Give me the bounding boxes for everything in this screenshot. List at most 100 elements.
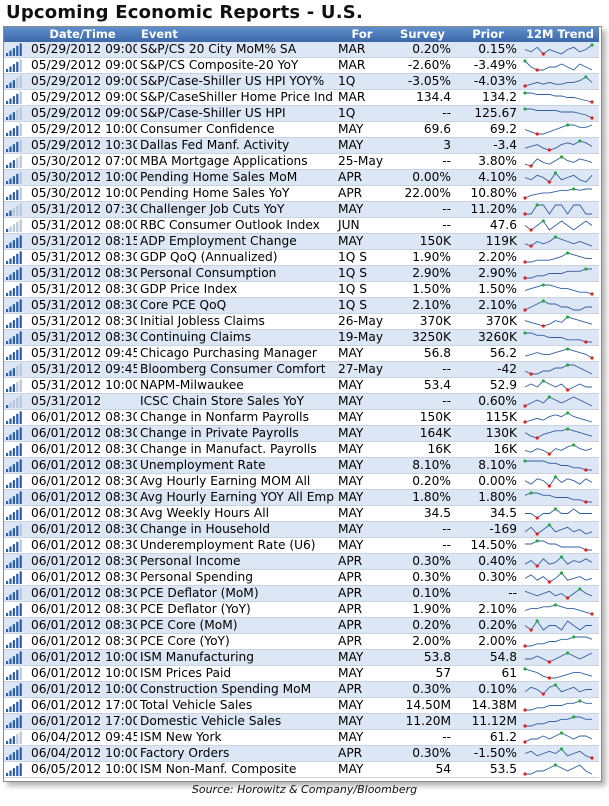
- table-row[interactable]: 05/31/2012 08:30 Continuing Claims 19-May 3…: [4, 329, 599, 346]
- cell-event: ISM Prices Paid: [137, 665, 334, 682]
- trend-low-marker: [541, 692, 545, 696]
- signal-bar: [12, 352, 15, 360]
- cell-datetime: 06/01/2012 08:30: [28, 633, 137, 650]
- table-row[interactable]: 05/29/2012 09:00 S&P/Case-Shiller US HPI …: [4, 73, 599, 90]
- table-row[interactable]: 05/31/2012 08:30 Personal Consumption 1Q S…: [4, 265, 599, 282]
- cell-event: Unemployment Rate: [137, 457, 334, 474]
- table-row[interactable]: 06/01/2012 08:30 PCE Deflator (MoM) APR 0.1…: [4, 585, 599, 602]
- cell-prior: 0.10%: [455, 681, 521, 698]
- table-row[interactable]: 06/01/2012 08:30 Avg Hourly Earning YOY A…: [4, 489, 599, 506]
- signal-bar: [16, 509, 19, 520]
- table-row[interactable]: 05/30/2012 10:00 Pending Home Sales MoM AP…: [4, 169, 599, 186]
- trend-high-marker: [566, 363, 570, 367]
- table-row[interactable]: 06/01/2012 08:30 Underemployment Rate (U6…: [4, 537, 599, 554]
- cell-datetime: 06/01/2012 17:00: [28, 697, 137, 714]
- table-row[interactable]: 06/01/2012 10:00 Construction Spending Mo…: [4, 681, 599, 698]
- trend-line: [525, 92, 593, 103]
- table-row[interactable]: 06/01/2012 10:00 ISM Manufacturing MAY 53.8…: [4, 649, 599, 666]
- signal-bar: [6, 117, 9, 120]
- table-row[interactable]: 06/01/2012 08:30 Change in Household MAY --…: [4, 521, 599, 538]
- cell-prior: -3.4: [455, 137, 521, 154]
- cell-survey: 22.00%: [390, 185, 455, 202]
- cell-prior: 54.8: [455, 649, 521, 666]
- signal-bars-icon: [6, 315, 22, 328]
- table-row[interactable]: 06/01/2012 08:30 Personal Spending APR 0.30…: [4, 569, 599, 586]
- page-title: Upcoming Economic Reports - U.S.: [6, 2, 363, 23]
- cell-datetime: 05/31/2012 08:30: [28, 297, 137, 314]
- signal-bar: [19, 475, 22, 488]
- cell-survey: --: [390, 153, 455, 170]
- table-row[interactable]: 05/31/2012 08:30 Initial Jobless Claims 26…: [4, 313, 599, 330]
- table-row[interactable]: 06/01/2012 08:30 Change in Manufact. Payr…: [4, 441, 599, 458]
- signal-bars-icon: [6, 715, 22, 728]
- table-row[interactable]: 05/31/2012 10:00 NAPM-Milwaukee MAY 53.4 52.…: [4, 377, 599, 394]
- trend-line: [525, 460, 592, 471]
- table-row[interactable]: 05/31/2012 08:30 GDP QoQ (Annualized) 1Q S…: [4, 249, 599, 266]
- signal-bar: [19, 219, 22, 232]
- signal-cell: [4, 42, 28, 58]
- trend-line: [524, 380, 592, 391]
- signal-cell: [4, 617, 28, 634]
- table-row[interactable]: 06/01/2012 08:30 PCE Deflator (YoY) APR 1.9…: [4, 601, 599, 618]
- table-row[interactable]: 06/01/2012 08:30 Change in Private Payrol…: [4, 425, 599, 442]
- table-row[interactable]: 05/29/2012 10:00 Consumer Confidence MAY 69…: [4, 121, 599, 138]
- table-row[interactable]: 05/31/2012 08:30 GDP Price Index 1Q S 1.50%…: [4, 281, 599, 298]
- cell-prior: 61.2: [455, 729, 521, 746]
- trend-low-marker: [523, 740, 527, 744]
- trend-high-marker: [541, 219, 545, 223]
- table-row[interactable]: 05/31/2012 08:00 RBC Consumer Outlook Ind…: [4, 217, 599, 234]
- signal-cell: [4, 281, 28, 298]
- signal-bars-icon: [6, 571, 22, 584]
- table-row[interactable]: 05/31/2012 09:45 Chicago Purchasing Manag…: [4, 345, 599, 362]
- table-row[interactable]: 05/30/2012 07:00 MBA Mortgage Application…: [4, 153, 599, 170]
- table-row[interactable]: 06/01/2012 08:30 PCE Core (MoM) APR 0.20% 0.…: [4, 617, 599, 634]
- cell-prior: -3.49%: [455, 57, 521, 74]
- table-row[interactable]: 05/29/2012 09:00 S&P/CS Composite-20 YoY M…: [4, 57, 599, 74]
- cell-survey: 14.50M: [390, 697, 455, 714]
- table-row[interactable]: 05/31/2012 08:15 ADP Employment Change MAY…: [4, 233, 599, 250]
- table-row[interactable]: 06/01/2012 08:30 Personal Income APR 0.30% 0…: [4, 553, 599, 570]
- trend-high-marker: [523, 331, 527, 335]
- table-row[interactable]: 05/31/2012 ICSC Chain Store Sales YoY MAY -…: [4, 393, 599, 410]
- cell-for: MAY: [334, 649, 390, 666]
- table-row[interactable]: 06/01/2012 08:30 PCE Core (YoY) APR 2.00% 2.…: [4, 633, 599, 650]
- table-row[interactable]: 06/01/2012 08:30 Unemployment Rate MAY 8.10…: [4, 457, 599, 474]
- table-row[interactable]: 05/29/2012 09:00 S&P/Case-Shiller US HPI 1…: [4, 105, 599, 122]
- table-row[interactable]: 06/05/2012 10:00 ISM Non-Manf. Composite M…: [4, 761, 599, 778]
- table-row[interactable]: 06/01/2012 17:00 Total Vehicle Sales MAY 14…: [4, 697, 599, 714]
- trend-sparkline: [523, 251, 592, 264]
- trend-high-marker: [553, 507, 558, 511]
- cell-prior: 53.5: [455, 761, 521, 778]
- trend-sparkline: [523, 267, 592, 280]
- signal-cell: [4, 521, 28, 538]
- table-row[interactable]: 06/01/2012 08:30 Avg Hourly Earning MOM A…: [4, 473, 599, 490]
- table-row[interactable]: 05/31/2012 07:30 Challenger Job Cuts YoY M…: [4, 201, 599, 218]
- table-row[interactable]: 06/01/2012 08:30 Change in Nonfarm Payrol…: [4, 409, 599, 426]
- signal-bars-icon: [6, 427, 22, 440]
- trend-low-marker: [541, 324, 545, 328]
- table-row[interactable]: 05/29/2012 10:30 Dallas Fed Manf. Activit…: [4, 137, 599, 154]
- table-row[interactable]: 05/30/2012 10:00 Pending Home Sales YoY AP…: [4, 185, 599, 202]
- table-row[interactable]: 05/31/2012 08:30 Core PCE QoQ 1Q S 2.10% 2.1…: [4, 297, 599, 314]
- table-row[interactable]: 05/29/2012 09:00 S&P/CaseShiller Home Pri…: [4, 89, 599, 106]
- trend-line: [525, 540, 592, 551]
- trend-line: [524, 188, 592, 199]
- table-row[interactable]: 06/01/2012 17:00 Domestic Vehicle Sales MA…: [4, 713, 599, 730]
- signal-bar: [16, 701, 19, 712]
- signal-bar: [12, 320, 15, 328]
- trend-high-marker: [535, 539, 539, 543]
- table-row[interactable]: 05/31/2012 09:45 Bloomberg Consumer Comfo…: [4, 361, 599, 378]
- table-row[interactable]: 06/04/2012 10:00 Factory Orders APR 0.30% -1…: [4, 745, 599, 762]
- cell-survey: 1.50%: [390, 281, 455, 298]
- cell-datetime: 05/29/2012 09:00: [28, 73, 137, 90]
- cell-for: MAY: [334, 713, 390, 730]
- table-row[interactable]: 05/29/2012 09:00 S&P/CS 20 City MoM% SA MA…: [4, 42, 599, 58]
- table-row[interactable]: 06/04/2012 09:45 ISM New York MAY -- 61.2: [4, 729, 599, 746]
- table-row[interactable]: 06/01/2012 10:00 ISM Prices Paid MAY 57 61: [4, 665, 599, 682]
- trend-low-marker: [566, 388, 570, 392]
- cell-datetime: 06/01/2012 08:30: [28, 617, 137, 634]
- table-row[interactable]: 06/01/2012 08:30 Avg Weekly Hours All MAY 3…: [4, 505, 599, 522]
- trend-low-marker: [547, 484, 551, 488]
- cell-datetime: 05/29/2012 10:00: [28, 121, 137, 138]
- cell-datetime: 05/31/2012 08:30: [28, 249, 137, 266]
